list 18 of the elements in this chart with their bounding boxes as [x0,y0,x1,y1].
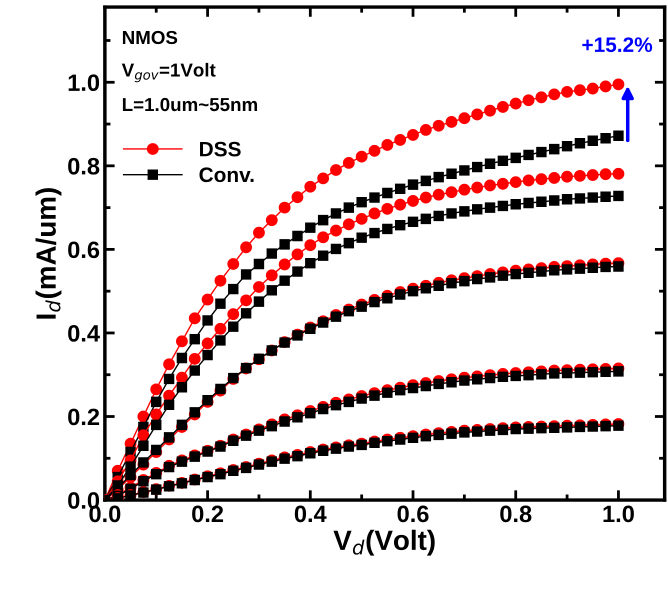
y-tick-label: 1.0 [68,74,100,92]
annotation: +15.2% [582,37,652,52]
x-tick-label: 0.2 [192,506,224,522]
x-tick-label: 1.0 [604,506,634,522]
y-tick-label: 0.6 [68,241,100,258]
annotation: V$_{gov}$=1Volt [122,62,216,82]
annotation: L=1.0um~55nm [122,98,258,112]
y-axis-title: I$_{d}$(mA/um) [36,188,62,319]
y-tick-label: 0.4 [68,325,100,342]
legend-label: Conv. [199,167,254,182]
x-tick-label: 0.4 [294,506,327,522]
y-tick-label: 0.8 [68,158,100,175]
annotation: NMOS [122,30,178,44]
legend-label: DSS [200,142,241,156]
x-axis-title: V$_{d}$(Volt) [333,530,435,556]
x-tick-label: 0.6 [398,506,429,522]
x-tick-label: 0.8 [500,506,532,522]
y-tick-label: 0.2 [68,408,100,426]
